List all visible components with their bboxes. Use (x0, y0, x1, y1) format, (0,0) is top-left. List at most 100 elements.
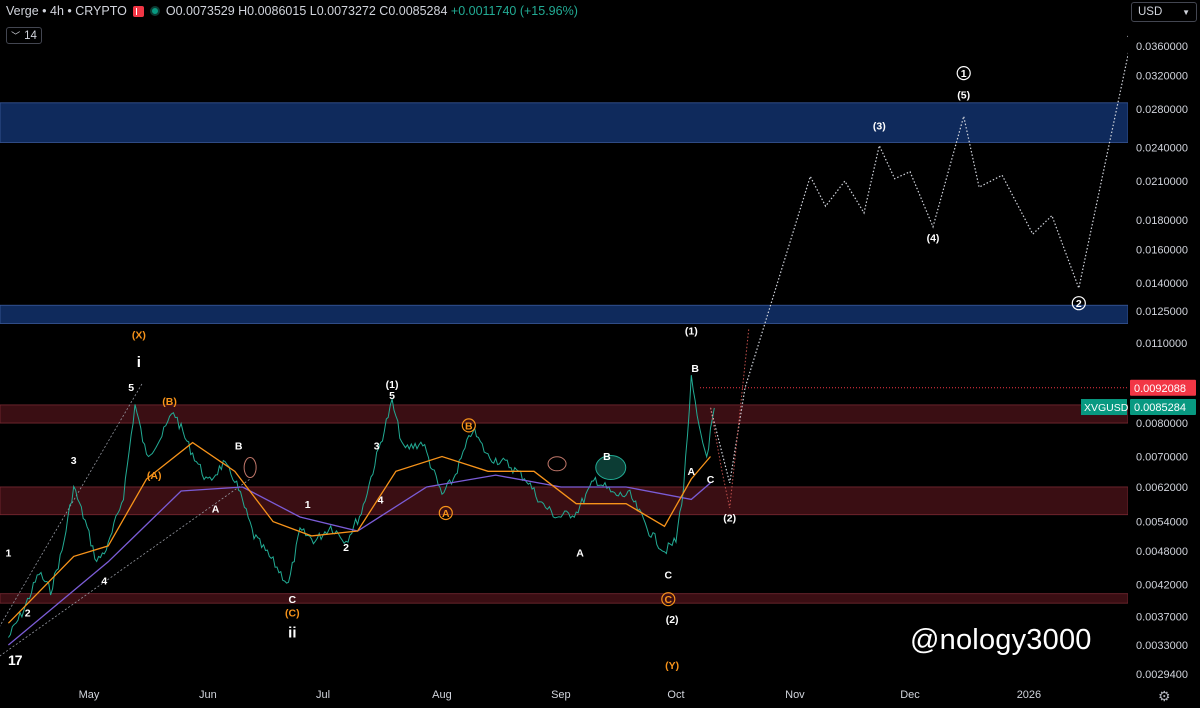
time-tick-label: 2026 (1017, 689, 1041, 701)
wave-label[interactable]: (5) (957, 89, 970, 101)
price-tick-label: 0.0240000 (1136, 143, 1188, 155)
wave-label[interactable]: (X) (132, 330, 146, 342)
zone-blue-0[interactable] (0, 102, 1129, 143)
change-value: +0.0011740 (+15.96%) (450, 4, 578, 18)
wave-label[interactable]: (1) (386, 379, 399, 391)
channel-upper-line[interactable] (0, 382, 144, 638)
wave-label[interactable]: 1 (305, 499, 311, 511)
currency-select[interactable]: USD ▼ (1131, 2, 1197, 22)
wave-label[interactable]: C (289, 594, 297, 606)
price-tick-label: 0.0070000 (1136, 452, 1188, 464)
wave-label[interactable]: 5 (128, 382, 134, 394)
high-value: H0.0086015 (238, 4, 307, 18)
low-value: L0.0073272 (309, 4, 376, 18)
wave-label[interactable]: B (235, 440, 243, 452)
price-tick-label: 0.0080000 (1136, 418, 1188, 430)
time-tick-label: Jul (316, 689, 330, 701)
wave-labels-layer: (X)i5(B)B(A)3A14212C(C)ii(1)534BABA(1)BA… (6, 65, 1086, 672)
wave-label[interactable]: B (691, 363, 699, 375)
zone-blue-1[interactable] (0, 304, 1129, 324)
price-tick-label: 0.0140000 (1136, 278, 1188, 290)
ma-orange-line[interactable] (7, 441, 711, 624)
wave-label[interactable]: 2 (25, 607, 31, 619)
wave-label[interactable]: 4 (378, 495, 384, 507)
wave-label-circle (461, 418, 476, 433)
wave-label[interactable]: B (603, 451, 611, 463)
ma-purple-line[interactable] (7, 474, 711, 646)
wave-label[interactable]: 1 (961, 68, 967, 80)
wave-label[interactable]: C (665, 570, 673, 582)
wave-label[interactable]: ii (288, 625, 296, 642)
price-tick-label: 0.0180000 (1136, 215, 1188, 227)
price-tick-label: 0.0048000 (1136, 546, 1188, 558)
alt-projection-path[interactable] (710, 327, 750, 509)
currency-value: USD (1138, 6, 1163, 18)
symbol-title[interactable]: Verge • 4h • CRYPTO (6, 4, 127, 18)
gear-icon[interactable]: ⚙ (1158, 688, 1171, 704)
wave-label[interactable]: A (576, 547, 584, 559)
wave-label[interactable]: 4 (101, 576, 107, 588)
wave-label-circle (438, 505, 453, 521)
price-tick-label: 0.0160000 (1136, 244, 1188, 256)
wave-label[interactable]: (2) (666, 614, 679, 626)
wave-label[interactable]: (2) (723, 513, 736, 525)
wave-label[interactable]: (1) (685, 325, 698, 337)
wave-label[interactable]: C (707, 474, 715, 486)
wave-label[interactable]: C (665, 594, 673, 606)
time-tick-label: Aug (432, 689, 452, 701)
price-tick-label: 0.0054000 (1136, 517, 1188, 529)
wave-label[interactable]: (Y) (665, 660, 679, 672)
time-tick-label: Dec (900, 689, 920, 701)
price-tick-label: 0.0037000 (1136, 611, 1188, 623)
price-tick-label: 0.0210000 (1136, 176, 1188, 188)
zone-red-4[interactable] (0, 593, 1129, 604)
time-tick-label: May (79, 689, 100, 701)
price-tick-label: 0.0125000 (1136, 306, 1188, 318)
wave-label[interactable]: 5 (389, 390, 395, 402)
wave-label[interactable]: B (465, 420, 473, 432)
price-tag[interactable] (1130, 399, 1196, 416)
wave-label-circle (956, 65, 971, 81)
flag-icon[interactable] (132, 5, 144, 17)
ohlc-readout: O0.0073529 H0.0086015 L0.0073272 C0.0085… (166, 4, 578, 18)
wave-label-circle (661, 592, 676, 607)
price-axis: 0.0360000 0.0320000 0.0280000 0.0240000 0.02… (1081, 0, 1200, 708)
wave-label[interactable]: A (442, 508, 450, 520)
price-tick-label: 0.0280000 (1136, 104, 1188, 116)
indicators-badge[interactable]: ﹀ 14 (6, 27, 42, 44)
wave-label[interactable]: (C) (285, 607, 300, 619)
wave-label[interactable]: 1 (6, 547, 12, 559)
wave-label[interactable]: (A) (147, 470, 162, 482)
wave-label[interactable]: 3 (374, 440, 380, 452)
wave-label[interactable]: A (212, 503, 220, 515)
market-status-icon (149, 6, 160, 16)
price-tick-label: 0.0033000 (1136, 640, 1188, 652)
wave-label[interactable]: 2 (1076, 298, 1082, 310)
ellipse-marker[interactable] (547, 456, 567, 472)
symbol-tag[interactable] (1081, 399, 1127, 416)
wave-label[interactable]: (3) (873, 121, 886, 133)
wave-label[interactable]: 3 (71, 455, 77, 467)
zones-layer (0, 102, 1129, 604)
projection-path[interactable] (709, 33, 1134, 484)
wave-label[interactable]: A (688, 466, 696, 478)
wave-label[interactable]: (4) (927, 233, 940, 245)
wave-label[interactable]: i (137, 354, 141, 371)
price-tag-value: 0.0092088 (1134, 383, 1186, 395)
ellipse-marker[interactable] (243, 457, 257, 479)
wave-label[interactable]: 2 (343, 542, 349, 554)
price-line[interactable] (7, 375, 715, 638)
channel-lower-line[interactable] (0, 478, 251, 661)
tradingview-logo-icon[interactable]: 17 (8, 652, 23, 668)
wave-label[interactable]: (B) (162, 396, 177, 408)
zone-red-3[interactable] (0, 486, 1129, 516)
ellipse-marker[interactable] (595, 455, 627, 481)
price-tag[interactable] (1130, 379, 1196, 396)
chevron-down-icon: ﹀ (11, 31, 21, 41)
price-tag-value: 0.0085284 (1134, 402, 1186, 414)
price-tick-label: 0.0320000 (1136, 71, 1188, 83)
price-tick-label: 0.0062000 (1136, 482, 1188, 494)
wave-label-circle (1071, 296, 1086, 311)
trendlines-layer (0, 382, 251, 661)
